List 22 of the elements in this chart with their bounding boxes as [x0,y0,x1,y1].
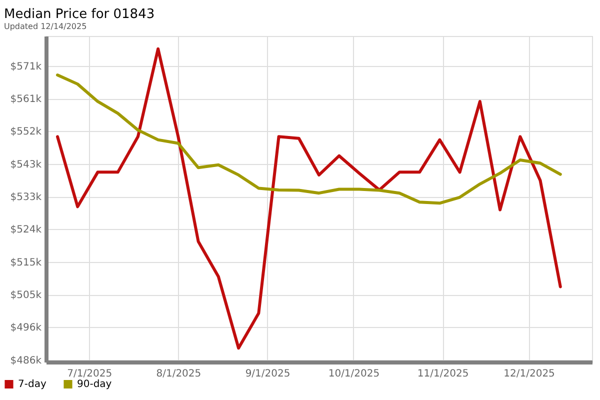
x-tick-label: 12/1/2025 [504,368,555,380]
x-tick-label: 11/1/2025 [417,368,469,380]
legend-label: 7-day [18,379,46,390]
y-tick-label: $561k [10,94,42,106]
x-tick-label: 7/1/2025 [67,368,112,380]
y-tick-label: $552k [10,126,42,138]
legend-label: 90-day [77,379,112,390]
y-tick-label: $486k [10,355,42,366]
y-tick-label: $515k [10,257,42,268]
y-tick-label: $524k [10,224,42,236]
x-tick-label: 9/1/2025 [245,368,290,380]
x-tick-label: 8/1/2025 [156,368,202,380]
chart-title: Median Price for 01843 [4,7,155,22]
y-tick-label: $571k [10,61,42,72]
chart-subtitle: Updated 12/14/2025 [4,22,87,31]
line-series [56,47,562,350]
x-tick-label: 10/1/2025 [328,368,380,380]
line-series [56,74,562,205]
y-tick-label: $496k [10,322,42,334]
y-tick-label: $543k [10,159,42,170]
y-tick-label: $505k [10,290,42,302]
y-tick-label: $533k [10,192,42,204]
